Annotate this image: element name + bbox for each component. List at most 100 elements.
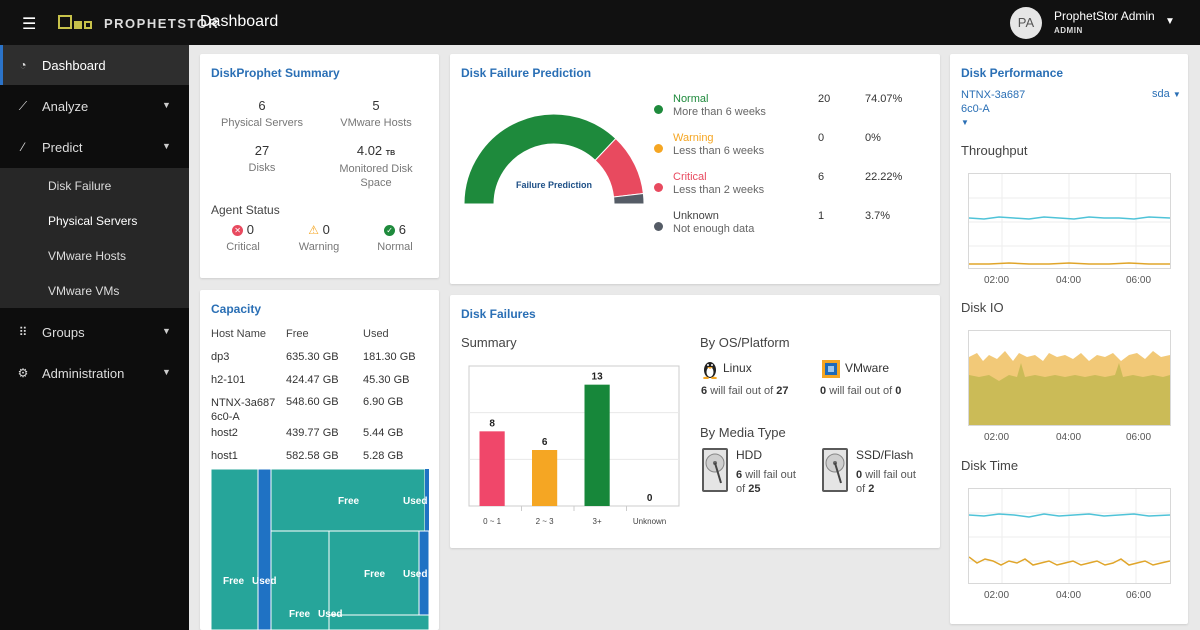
gauge-segment-normal[interactable] (463, 113, 617, 205)
treemap-cell[interactable] (211, 469, 259, 630)
performance-title: Disk Performance (961, 66, 1064, 80)
disk-io-tick: 06:00 (1126, 432, 1152, 443)
gauge-segment-unknown[interactable] (613, 192, 645, 205)
wand-icon: ⁄ (21, 140, 24, 154)
host-select[interactable]: NTNX-3a6876c0-A (961, 89, 1026, 115)
treemap-label-free: Free (338, 496, 360, 507)
category-label: 0 ~ 1 (483, 517, 502, 526)
disk-io-tick: 02:00 (984, 432, 1010, 443)
throughput-title: Throughput (961, 143, 1028, 158)
os-linux-total: 27 (776, 385, 789, 397)
times-circle-icon: ✕ (232, 225, 244, 236)
os-linux-summary: 6 will fail out of 27 (701, 385, 788, 397)
disk-time-graph (968, 489, 1171, 583)
os-linux-fail: 6 (701, 385, 708, 397)
chart-line-icon: ⟋ (18, 99, 28, 113)
category-label: 3+ (593, 517, 602, 526)
bar-2[interactable] (584, 384, 610, 506)
disk-select-value: sda (1152, 88, 1170, 100)
treemap-cell[interactable] (270, 469, 426, 532)
user-name[interactable]: ProphetStor Admin (1054, 9, 1155, 23)
legend-normal-count: 20 (818, 93, 831, 105)
capacity-free: 635.30 GB (286, 351, 339, 363)
os-platform-title: By OS/Platform (700, 335, 790, 350)
failures-panel: Disk Failures Summary 8 0 ~ 1 6 2 ~ 3 13 3+ 0 U… (450, 295, 940, 548)
capacity-title: Capacity (211, 302, 262, 316)
agent-warning-value: ⚠ 0 (284, 222, 354, 237)
agent-status-title: Agent Status (211, 203, 280, 217)
disk-time-title: Disk Time (961, 458, 1019, 473)
prediction-panel: Disk Failure Prediction Failure Predicti… (450, 54, 940, 284)
sidebar-subitem-vmware-vms[interactable]: VMware VMs (0, 273, 189, 308)
treemap-cell[interactable] (328, 530, 420, 616)
logo[interactable]: PROPHETSTOR (58, 13, 218, 33)
disk-failures-bar-chart: 8 0 ~ 1 6 2 ~ 3 13 3+ 0 Unknown (468, 365, 680, 526)
legend-unknown-desc: Not enough data (673, 223, 755, 235)
capacity-host: h2-101 (211, 374, 246, 386)
chevron-down-icon: ▼ (1172, 90, 1181, 99)
capacity-panel: Capacity Host Name Free Used dp3 635.30 … (200, 290, 439, 630)
chevron-down-icon[interactable]: ▼ (961, 118, 969, 127)
capacity-header-used: Used (363, 328, 389, 340)
failures-title: Disk Failures (461, 307, 536, 321)
capacity-free: 424.47 GB (286, 374, 339, 386)
media-ssd-total: 2 (868, 483, 875, 495)
legend-dot-warning (654, 144, 663, 153)
menu-toggle-icon[interactable]: ☰ (22, 16, 37, 33)
agent-normal-value: ✓ 6 (360, 222, 430, 237)
vmware-hosts-label: VMware Hosts (340, 117, 412, 129)
sidebar-subitem-disk-failure[interactable]: Disk Failure (0, 168, 189, 203)
monitored-space-unit: TB (385, 150, 396, 157)
sidebar-subitem-vmware-hosts[interactable]: VMware Hosts (0, 238, 189, 273)
gauge-label: Failure Prediction (516, 180, 592, 190)
sidebar-item-administration[interactable]: ⚙ Administration ▼ (0, 353, 189, 393)
treemap-label-used: Used (318, 609, 342, 620)
sidebar-item-groups[interactable]: ⠿ Groups ▼ (0, 312, 189, 352)
capacity-host: host1 (211, 450, 238, 462)
media-hdd-line2: of 25 (736, 483, 761, 495)
avatar[interactable]: PA (1010, 7, 1042, 39)
treemap-cell[interactable] (425, 469, 429, 531)
media-hdd-mid: will fail out (745, 469, 796, 481)
category-label: Unknown (633, 517, 666, 526)
bar-0[interactable] (479, 431, 505, 506)
legend-critical-count: 6 (818, 171, 825, 183)
chevron-down-icon: ▼ (162, 367, 171, 377)
sidebar-subitem-physical-servers[interactable]: Physical Servers (0, 203, 189, 238)
performance-panel: Disk Performance NTNX-3a6876c0-A ▼ sda ▼… (950, 54, 1188, 624)
sidebar-item-label: Groups (42, 325, 85, 340)
disks-label: Disks (248, 162, 276, 174)
treemap-label-used: Used (403, 569, 427, 580)
disk-io-title: Disk IO (961, 300, 1004, 315)
sidebar-item-label: Predict (42, 140, 83, 155)
media-ssd-name: SSD/Flash (856, 448, 914, 462)
treemap-cell[interactable] (257, 469, 272, 630)
media-hdd-total: 25 (748, 483, 761, 495)
chevron-down-icon[interactable]: ▼ (1165, 16, 1175, 27)
throughput-tick: 06:00 (1126, 275, 1152, 286)
treemap-cell[interactable] (328, 614, 429, 630)
check-circle-icon: ✓ (384, 225, 396, 236)
sidebar-item-analyze[interactable]: ⟋ Analyze ▼ (0, 86, 189, 126)
sidebar-item-predict[interactable]: ⁄ Predict ▼ (0, 127, 189, 167)
os-vmware-summary: 0 will fail out of 0 (820, 385, 901, 397)
logo-mark (58, 15, 98, 31)
legend-warning-desc: Less than 6 weeks (673, 145, 765, 157)
capacity-used: 5.44 GB (363, 427, 404, 439)
chevron-down-icon: ▼ (162, 326, 171, 336)
disk-select[interactable]: sda ▼ (1152, 88, 1181, 100)
capacity-free: 439.77 GB (286, 427, 339, 439)
disk-time-tick: 04:00 (1056, 590, 1082, 601)
bar-1[interactable] (532, 450, 558, 506)
bar-value-label: 13 (592, 372, 604, 383)
sidebar-item-label: Administration (42, 366, 125, 381)
agent-critical-label: Critical (226, 241, 260, 253)
media-type-title: By Media Type (700, 425, 786, 440)
bar-value-label: 6 (542, 437, 548, 448)
legend-normal-pct: 74.07% (865, 93, 903, 105)
summary-title: DiskProphet Summary (211, 66, 340, 80)
legend-normal-name: Normal (673, 93, 709, 105)
capacity-free: 582.58 GB (286, 450, 339, 462)
sidebar-item-dashboard[interactable]: ◔ Dashboard (0, 45, 189, 85)
treemap-label-used: Used (252, 576, 276, 587)
